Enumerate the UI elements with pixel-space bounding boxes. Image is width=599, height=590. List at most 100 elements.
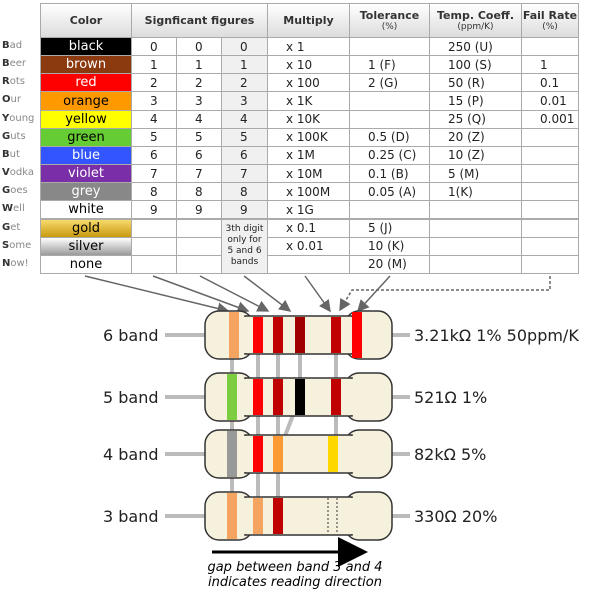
band-label: 3 band — [103, 507, 159, 526]
table-cell: 0 — [131, 37, 177, 57]
table-cell: 25 (Q) — [429, 109, 522, 129]
table-cell — [349, 37, 430, 57]
mnemonic: Our — [2, 94, 21, 106]
table-cell: 250 (U) — [429, 37, 522, 57]
table-cell: 0 — [221, 37, 268, 57]
color-swatch: red — [40, 73, 132, 93]
table-cell: 9 — [176, 200, 222, 220]
band-label: 6 band — [103, 326, 159, 345]
color-swatch: green — [40, 127, 132, 147]
color-band — [227, 493, 237, 539]
table-cell — [521, 254, 579, 274]
mnemonic: Get — [2, 221, 21, 233]
mnemonic: Goes — [2, 185, 28, 197]
color-swatch: gold — [40, 218, 132, 238]
table-cell: x 1M — [267, 145, 350, 166]
table-cell: x 1G — [267, 200, 350, 220]
table-cell — [131, 236, 177, 256]
table-cell: 8 — [176, 182, 222, 202]
table-cell — [521, 236, 579, 256]
table-cell: 4 — [221, 109, 268, 129]
column-header: Temp. Coeff. (ppm/K) — [429, 3, 522, 38]
caption: gap between band 3 and 4 — [207, 560, 382, 575]
table-cell: 0.01 — [521, 91, 579, 111]
mnemonic: Some — [2, 239, 32, 251]
table-cell: x 10K — [267, 109, 350, 129]
table-cell: 100 (S) — [429, 55, 522, 75]
table-cell: 0.1 (B) — [349, 164, 430, 184]
mnemonic: Now! — [2, 257, 29, 269]
color-band — [273, 436, 283, 472]
table-cell: 10 (K) — [349, 236, 430, 256]
color-band — [295, 317, 305, 353]
table-cell: 3 — [176, 91, 222, 111]
color-band — [328, 436, 338, 472]
color-band — [253, 498, 263, 534]
band-label: 4 band — [103, 445, 159, 464]
mnemonic: Bad — [2, 40, 23, 51]
header-text: Tolerance — [359, 9, 420, 22]
table-cell: 6 — [176, 145, 222, 166]
header-text: Temp. Coeff. — [436, 9, 515, 22]
table-cell: 2 — [131, 73, 177, 93]
band-label: 5 band — [103, 388, 159, 407]
table-cell — [521, 145, 579, 166]
table-cell: 8 — [221, 182, 268, 202]
table-cell: 5 — [221, 127, 268, 147]
column-header: Fail Rate (%) — [521, 3, 579, 38]
band-value: 330Ω 20% — [414, 507, 497, 526]
color-swatch: silver — [40, 236, 132, 256]
color-swatch: violet — [40, 164, 132, 184]
table-cell — [176, 218, 222, 238]
table-cell: x 10 — [267, 55, 350, 75]
table-cell — [131, 218, 177, 238]
header-unit: (%) — [381, 22, 398, 32]
table-cell: 0.1 — [521, 73, 579, 93]
header-unit: (%) — [542, 22, 558, 32]
color-swatch: brown — [40, 55, 132, 75]
table-cell: 0 — [176, 37, 222, 57]
color-band — [227, 431, 237, 477]
table-cell: 50 (R) — [429, 73, 522, 93]
mnemonic: Vodka — [2, 167, 34, 179]
color-band — [253, 436, 263, 472]
table-cell: 15 (P) — [429, 91, 522, 111]
table-cell: 20 (Z) — [429, 127, 522, 147]
color-swatch: black — [40, 37, 132, 57]
table-cell — [176, 236, 222, 256]
header-text: Fail Rate — [522, 9, 578, 22]
table-cell: x 100 — [267, 73, 350, 93]
table-cell: 7 — [176, 164, 222, 184]
table-cell: x 0.1 — [267, 218, 350, 238]
table-cell — [429, 218, 522, 238]
mnemonic: Young — [2, 112, 35, 124]
table-cell: x 10M — [267, 164, 350, 184]
band-value: 82kΩ 5% — [414, 445, 486, 464]
table-cell: 10 (Z) — [429, 145, 522, 166]
column-header: Tolerance (%) — [349, 3, 430, 38]
table-cell: 9 — [131, 200, 177, 220]
table-cell: 3 — [221, 91, 268, 111]
table-cell: 7 — [221, 164, 268, 184]
table-cell: x 100K — [267, 127, 350, 147]
mnemonic: Guts — [2, 130, 26, 142]
color-band — [253, 379, 263, 415]
color-band — [273, 317, 283, 353]
color-band — [273, 379, 283, 415]
table-cell: 5 (J) — [349, 218, 430, 238]
table-cell — [429, 236, 522, 256]
table-cell: 5 — [176, 127, 222, 147]
table-cell: 5 (M) — [429, 164, 522, 184]
color-swatch: none — [40, 254, 132, 274]
table-cell: 2 (G) — [349, 73, 430, 93]
table-cell: x 1 — [267, 37, 350, 57]
table-cell: 9 — [221, 200, 268, 220]
band-guides — [230, 335, 338, 516]
table-cell: 0.001 — [521, 109, 579, 129]
table-cell: 1 — [521, 55, 579, 75]
column-header: Color — [40, 3, 132, 38]
table-cell: 4 — [131, 109, 177, 129]
table-cell: x 100M — [267, 182, 350, 202]
color-band — [352, 312, 362, 358]
